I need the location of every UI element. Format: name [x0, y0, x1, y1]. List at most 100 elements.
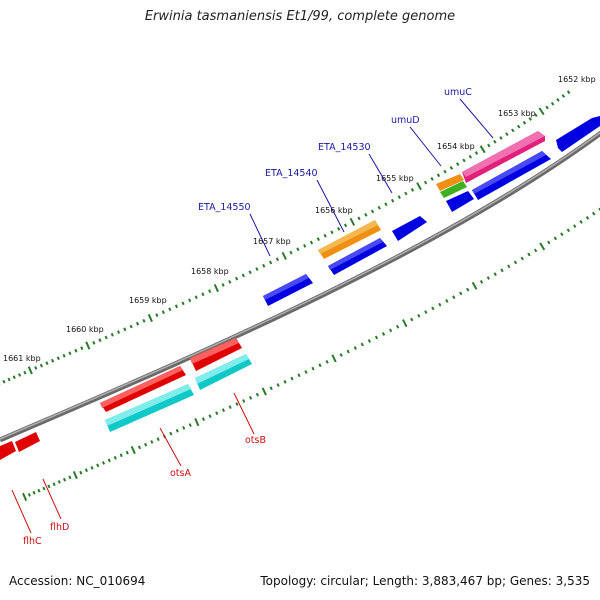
leader-line	[42, 478, 62, 520]
minor-tick	[155, 313, 159, 317]
minor-tick	[410, 188, 415, 192]
minor-tick	[323, 233, 327, 238]
major-tick	[416, 182, 422, 191]
minor-tick	[113, 455, 117, 460]
minor-tick	[45, 361, 49, 366]
gene-cyan-2-top	[105, 384, 191, 426]
scale-label: 1660 kbp	[66, 325, 104, 334]
reverse-genes	[0, 338, 252, 460]
minor-tick	[269, 386, 273, 391]
minor-tick	[566, 90, 571, 95]
gene-label-ETA_14540[interactable]: ETA_14540	[265, 168, 318, 179]
scale-label: 1661 kbp	[3, 354, 41, 363]
minor-tick	[357, 216, 361, 221]
minor-tick	[242, 399, 246, 403]
minor-tick	[566, 228, 571, 233]
minor-tick	[339, 353, 343, 357]
genome-backbone	[0, 130, 600, 443]
minor-tick	[248, 395, 253, 400]
gene-label-otsB[interactable]: otsB	[245, 435, 266, 446]
major-tick	[331, 354, 337, 363]
minor-tick	[474, 151, 479, 155]
gene-green[interactable]	[440, 181, 467, 198]
gene-magenta-umuC-top	[462, 131, 545, 177]
minor-tick	[84, 468, 88, 473]
minor-tick	[493, 139, 497, 144]
minor-tick	[370, 209, 375, 214]
minor-tick	[545, 105, 549, 110]
major-tick	[261, 387, 267, 396]
minor-tick	[377, 205, 381, 210]
minor-tick	[39, 363, 43, 368]
major-tick	[471, 281, 478, 290]
minor-tick	[74, 348, 78, 353]
major-tick	[194, 418, 200, 427]
minor-tick	[47, 484, 51, 489]
minor-tick	[513, 260, 518, 265]
gene-cyan-otsB-top	[195, 354, 249, 384]
gene-label-ETA_14550[interactable]: ETA_14550	[198, 202, 251, 213]
minor-tick	[92, 340, 96, 345]
scale-label: 1659 kbp	[129, 296, 167, 305]
minor-tick	[585, 215, 590, 220]
scale-label: 1652 kbp	[558, 75, 596, 84]
gene-blue-4[interactable]	[392, 216, 427, 241]
minor-tick	[381, 332, 386, 336]
minor-tick	[360, 342, 364, 347]
gene-blue-5-top	[328, 238, 383, 270]
minor-tick	[34, 366, 38, 370]
leader-line	[249, 213, 271, 257]
minor-tick	[468, 154, 472, 159]
minor-tick	[573, 224, 577, 228]
minor-tick	[384, 202, 388, 207]
major-tick	[539, 242, 546, 251]
minor-tick	[522, 120, 527, 125]
gene-label-flhD[interactable]: flhD	[50, 522, 69, 533]
minor-tick	[255, 267, 259, 271]
minor-tick	[96, 463, 100, 468]
gene-red-flhD[interactable]	[15, 432, 40, 452]
minor-tick	[23, 370, 27, 375]
minor-tick	[188, 298, 192, 303]
minor-tick	[493, 272, 497, 277]
minor-tick	[235, 402, 239, 406]
minor-tick	[208, 289, 212, 294]
gene-blue-3[interactable]	[446, 191, 474, 212]
leader-line	[368, 153, 393, 194]
gene-red-otsA-top	[100, 366, 183, 408]
gene-blue-2[interactable]	[472, 151, 551, 200]
minor-tick	[325, 359, 329, 364]
major-tick	[72, 471, 78, 480]
minor-tick	[479, 280, 484, 284]
minor-tick	[289, 250, 293, 255]
minor-tick	[52, 482, 56, 487]
gene-label-flhC[interactable]: flhC	[23, 536, 42, 547]
gene-label-otsA[interactable]: otsA	[170, 468, 191, 479]
minor-tick	[500, 268, 504, 273]
gene-label-umuC[interactable]: umuC	[444, 87, 472, 98]
minor-tick	[367, 339, 372, 343]
major-tick	[213, 283, 219, 293]
minor-tick	[194, 295, 198, 300]
minor-tick	[397, 195, 401, 199]
minor-tick	[424, 310, 428, 315]
minor-tick	[466, 287, 470, 292]
minor-tick	[27, 492, 31, 497]
minor-tick	[181, 301, 185, 306]
gene-label-umuD[interactable]: umuD	[391, 115, 420, 126]
minor-tick	[90, 465, 94, 470]
major-tick	[281, 251, 287, 260]
gene-red-flhC[interactable]	[0, 441, 16, 460]
minor-tick	[533, 248, 538, 253]
gene-orange-umuD[interactable]	[436, 174, 464, 191]
gene-label-ETA_14530[interactable]: ETA_14530	[318, 142, 371, 153]
minor-tick	[135, 321, 140, 326]
minor-tick	[591, 211, 596, 216]
minor-tick	[556, 98, 560, 102]
minor-tick	[388, 328, 393, 333]
minor-tick	[275, 257, 280, 262]
minor-tick	[276, 383, 280, 387]
gene-blue-1[interactable]	[556, 116, 600, 152]
scale-label: 1658 kbp	[191, 267, 229, 276]
minor-tick	[561, 94, 566, 98]
